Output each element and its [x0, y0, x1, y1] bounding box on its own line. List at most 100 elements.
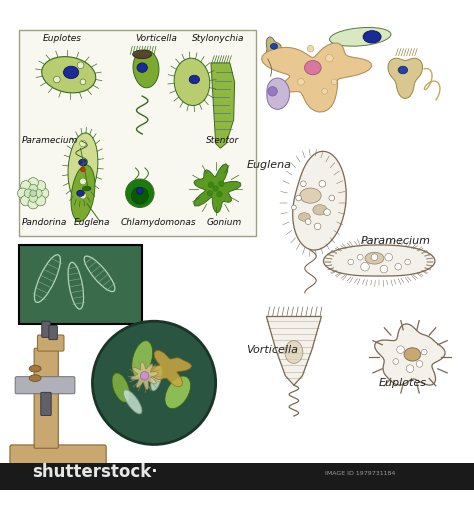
FancyBboxPatch shape: [19, 30, 256, 236]
Circle shape: [292, 205, 296, 210]
Ellipse shape: [304, 61, 321, 75]
Circle shape: [34, 189, 42, 197]
Polygon shape: [323, 245, 435, 276]
Text: IMAGE ID 1979731184: IMAGE ID 1979731184: [325, 471, 395, 476]
Circle shape: [331, 79, 337, 85]
Circle shape: [329, 195, 335, 201]
Ellipse shape: [137, 63, 147, 72]
Circle shape: [324, 209, 330, 216]
Ellipse shape: [42, 57, 96, 93]
Circle shape: [380, 265, 388, 273]
Polygon shape: [267, 78, 290, 110]
Ellipse shape: [29, 375, 41, 381]
FancyBboxPatch shape: [10, 445, 106, 470]
Circle shape: [38, 188, 49, 198]
Circle shape: [80, 192, 86, 199]
Circle shape: [361, 263, 369, 271]
Polygon shape: [266, 37, 282, 61]
FancyBboxPatch shape: [15, 377, 75, 394]
Ellipse shape: [79, 159, 87, 166]
Polygon shape: [388, 58, 422, 98]
Text: Stentor: Stentor: [206, 136, 239, 145]
Circle shape: [54, 76, 60, 83]
Text: Paramecium: Paramecium: [21, 136, 78, 145]
Ellipse shape: [132, 341, 153, 378]
Circle shape: [20, 195, 31, 206]
Polygon shape: [266, 317, 321, 385]
Ellipse shape: [285, 341, 303, 364]
Circle shape: [305, 219, 311, 225]
Ellipse shape: [189, 75, 200, 84]
FancyBboxPatch shape: [41, 392, 51, 416]
Circle shape: [219, 181, 224, 187]
FancyBboxPatch shape: [37, 335, 64, 351]
Circle shape: [92, 321, 216, 444]
Ellipse shape: [365, 252, 384, 264]
Circle shape: [213, 186, 219, 191]
Circle shape: [20, 181, 31, 191]
Circle shape: [405, 259, 410, 265]
Circle shape: [217, 191, 222, 197]
Circle shape: [80, 178, 86, 185]
Ellipse shape: [68, 133, 98, 201]
Circle shape: [36, 181, 46, 191]
Polygon shape: [145, 350, 191, 387]
Circle shape: [397, 346, 404, 353]
Text: Chlamydomonas: Chlamydomonas: [121, 218, 197, 227]
Circle shape: [28, 198, 38, 209]
Ellipse shape: [313, 205, 327, 215]
Circle shape: [24, 189, 33, 197]
Circle shape: [296, 195, 301, 201]
Circle shape: [207, 190, 213, 196]
Circle shape: [371, 254, 378, 261]
Circle shape: [29, 184, 37, 193]
Circle shape: [18, 188, 28, 198]
Circle shape: [319, 180, 326, 187]
Ellipse shape: [174, 58, 210, 106]
Circle shape: [137, 187, 143, 194]
Circle shape: [314, 223, 321, 230]
Ellipse shape: [64, 66, 79, 79]
Ellipse shape: [404, 348, 421, 361]
Polygon shape: [262, 43, 372, 112]
Text: shutterstock·: shutterstock·: [32, 463, 158, 481]
Text: Euplotes: Euplotes: [379, 378, 427, 388]
Text: Vorticella: Vorticella: [246, 345, 299, 355]
Circle shape: [30, 190, 36, 196]
FancyBboxPatch shape: [19, 245, 142, 324]
Ellipse shape: [124, 390, 142, 414]
Circle shape: [416, 361, 423, 367]
Polygon shape: [211, 63, 235, 148]
Polygon shape: [133, 50, 159, 88]
Circle shape: [208, 182, 214, 187]
Circle shape: [393, 359, 399, 365]
Circle shape: [301, 181, 306, 187]
Polygon shape: [292, 152, 346, 250]
Ellipse shape: [329, 27, 391, 46]
Ellipse shape: [165, 376, 191, 409]
Text: Euglena: Euglena: [73, 218, 110, 227]
FancyBboxPatch shape: [42, 321, 50, 337]
Circle shape: [395, 264, 401, 270]
Ellipse shape: [29, 365, 41, 372]
Ellipse shape: [270, 43, 277, 49]
Ellipse shape: [71, 165, 95, 222]
Ellipse shape: [398, 66, 408, 74]
Circle shape: [36, 195, 46, 206]
Circle shape: [421, 349, 427, 355]
Circle shape: [29, 194, 37, 203]
Ellipse shape: [82, 186, 91, 191]
Circle shape: [80, 140, 86, 147]
Circle shape: [77, 62, 84, 69]
Circle shape: [140, 372, 149, 380]
Ellipse shape: [151, 366, 162, 391]
Ellipse shape: [112, 373, 130, 402]
Circle shape: [322, 88, 328, 94]
Polygon shape: [131, 362, 158, 390]
Text: Euplotes: Euplotes: [43, 34, 82, 43]
Text: Pandorina: Pandorina: [21, 218, 67, 227]
FancyBboxPatch shape: [0, 464, 474, 489]
FancyBboxPatch shape: [49, 326, 57, 340]
Circle shape: [268, 86, 277, 96]
Text: Euglena: Euglena: [246, 160, 292, 170]
